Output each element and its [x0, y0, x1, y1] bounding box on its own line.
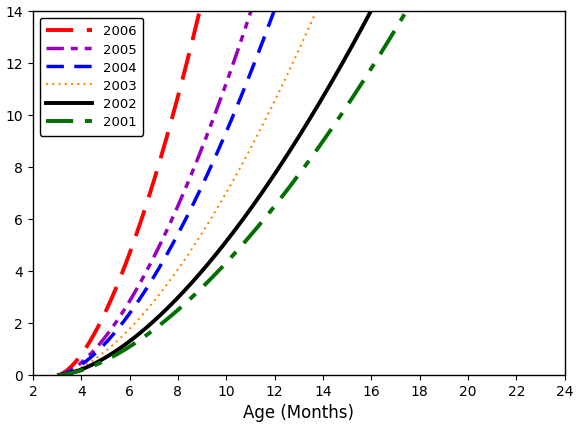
- X-axis label: Age (Months): Age (Months): [243, 404, 354, 422]
- Legend: 2006, 2005, 2004, 2003, 2002, 2001: 2006, 2005, 2004, 2003, 2002, 2001: [39, 18, 143, 136]
